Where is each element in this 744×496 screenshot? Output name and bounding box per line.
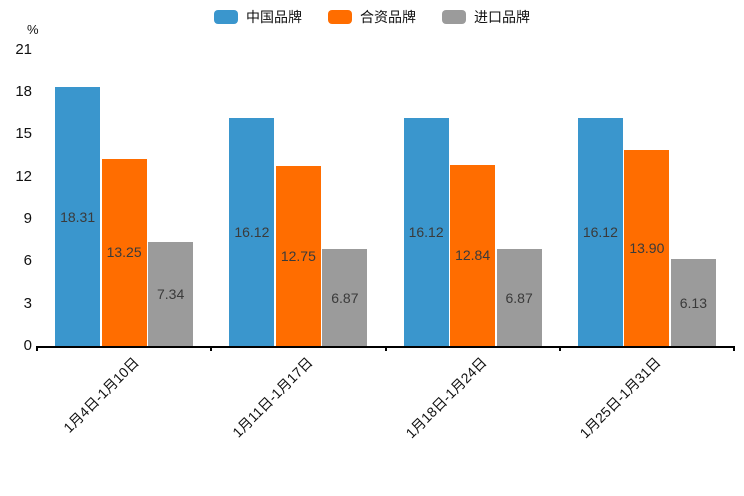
bar-value-label: 16.12 <box>234 224 270 241</box>
bar-进口品牌-group1 <box>148 242 194 346</box>
x-axis-tick <box>733 346 735 351</box>
bar-value-label: 6.87 <box>331 289 359 306</box>
bar-合资品牌-group2 <box>275 165 321 346</box>
bar-合资品牌-group3 <box>450 164 496 346</box>
bar-进口品牌-group2 <box>322 249 368 346</box>
bar-value-label: 7.34 <box>157 286 185 303</box>
bar-合资品牌-group4 <box>624 149 670 346</box>
x-category-label: 1月4日-1月10日 <box>59 354 142 436</box>
y-tick-label: 3 <box>23 294 32 312</box>
bar-value-label: 16.12 <box>408 224 444 241</box>
y-tick-label: 15 <box>15 125 32 143</box>
bar-进口品牌-group3 <box>496 249 542 346</box>
y-tick-label: 21 <box>15 40 32 58</box>
bar-中国品牌-group3 <box>403 118 449 346</box>
legend-item: 中国品牌 <box>214 8 302 26</box>
legend-label: 合资品牌 <box>360 9 416 25</box>
bar-value-label: 6.87 <box>505 289 533 306</box>
y-tick-label: 18 <box>15 82 32 100</box>
y-tick-label: 6 <box>23 252 32 270</box>
bar-value-label: 12.84 <box>455 247 491 264</box>
bar-value-label: 18.31 <box>60 208 96 225</box>
legend-swatch-icon <box>214 10 238 24</box>
bar-value-label: 12.75 <box>280 247 316 264</box>
x-category-label: 1月18日-1月24日 <box>402 354 490 442</box>
bar-value-label: 6.13 <box>679 294 707 311</box>
bar-value-label: 16.12 <box>582 224 618 241</box>
x-axis-tick <box>384 346 387 351</box>
bar-中国品牌-group2 <box>229 118 275 346</box>
legend-swatch-icon <box>442 10 466 24</box>
x-category-label: 1月25日-1月31日 <box>576 354 665 442</box>
y-axis-unit-label: % <box>27 22 39 37</box>
y-tick-label: 0 <box>23 337 32 354</box>
x-axis-tick <box>36 346 38 351</box>
bar-中国品牌-group1 <box>55 87 101 346</box>
legend-swatch-icon <box>328 10 352 24</box>
x-axis-tick <box>210 346 213 351</box>
y-tick-label: 12 <box>15 167 32 185</box>
bar-合资品牌-group1 <box>101 158 147 346</box>
legend-item: 进口品牌 <box>442 8 530 26</box>
bar-中国品牌-group4 <box>577 118 623 346</box>
legend-label: 中国品牌 <box>246 9 302 25</box>
bar-value-label: 13.90 <box>629 239 665 256</box>
x-category-label: 1月11日-1月17日 <box>229 354 316 441</box>
y-tick-label: 9 <box>23 209 32 227</box>
legend-label: 进口品牌 <box>474 9 530 25</box>
legend-item: 合资品牌 <box>328 8 416 26</box>
chart-legend: 中国品牌 合资品牌 进口品牌 <box>0 8 744 26</box>
x-axis-tick <box>558 346 561 351</box>
bar-value-label: 13.25 <box>106 244 142 261</box>
bar-进口品牌-group4 <box>670 259 716 346</box>
